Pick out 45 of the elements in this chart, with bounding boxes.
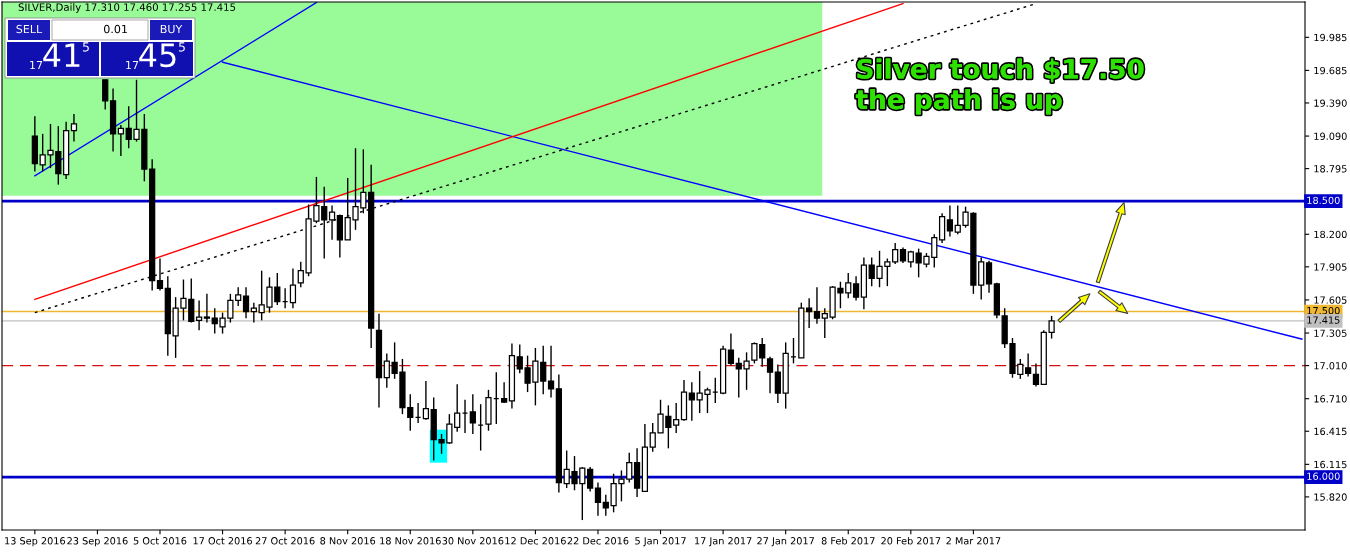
x-tick-label: 22 Dec 2016 [567,537,629,545]
x-tick-label: 8 Nov 2016 [320,537,376,545]
ref-line-label: 17.500 [1307,306,1340,315]
y-tick-label: 16.115 [1314,460,1347,469]
x-tick-label: 27 Oct 2016 [255,537,315,545]
annotation: 41 [43,43,80,67]
x-tick-label: 13 Sep 2016 [5,537,66,547]
chart-title: SILVER,Daily 17.310 17.460 17.255 17.415 [18,3,236,13]
x-tick-label: 12 Dec 2016 [505,537,566,545]
annotation: Silver touch $17.50 the path is up [855,58,1144,115]
y-tick-label: 16.710 [1314,395,1347,403]
annotation: 45 [139,43,176,68]
annotation: SELL [16,24,43,34]
annotation: 17 [30,60,43,70]
x-tick-label: 5 Jan 2017 [635,537,686,547]
annotation: BUY [160,24,183,34]
annotation: 5 [178,42,185,52]
y-tick-label: 17.905 [1314,263,1347,271]
x-tick-label: 27 Jan 2017 [757,537,814,547]
y-tick-label: 16.415 [1314,427,1347,436]
x-tick-label: 8 Feb 2017 [821,536,875,545]
y-tick-label: 19.390 [1314,99,1347,107]
y-tick-label: 17.605 [1314,296,1347,304]
x-tick-label: 20 Feb 2017 [881,536,941,545]
x-tick-label: 17 Jan 2017 [695,537,752,547]
x-tick-label: 30 Nov 2016 [442,537,504,545]
y-tick-label: 17.010 [1314,362,1347,370]
y-tick-label: 19.985 [1314,33,1347,42]
annotation: 5 [82,42,89,52]
y-tick-label: 17.305 [1314,329,1347,337]
ref-line-label: 16.000 [1307,472,1340,480]
y-tick-label: 18.795 [1314,165,1347,173]
annotation: 0.01 [103,24,127,34]
annotation: 17 [126,60,139,70]
y-tick-label: 18.200 [1314,230,1347,239]
y-tick-label: 19.685 [1314,66,1347,75]
x-tick-label: 18 Nov 2016 [380,537,441,545]
x-tick-label: 23 Sep 2016 [67,537,128,547]
x-tick-label: 17 Oct 2016 [193,537,252,545]
ref-line-label: 17.415 [1307,316,1340,324]
x-tick-label: 5 Oct 2016 [133,537,187,545]
y-tick-label: 15.820 [1314,493,1347,501]
ref-line-label: 18.500 [1307,196,1340,204]
y-tick-label: 19.090 [1314,132,1347,140]
x-tick-label: 2 Mar 2017 [946,537,1001,545]
